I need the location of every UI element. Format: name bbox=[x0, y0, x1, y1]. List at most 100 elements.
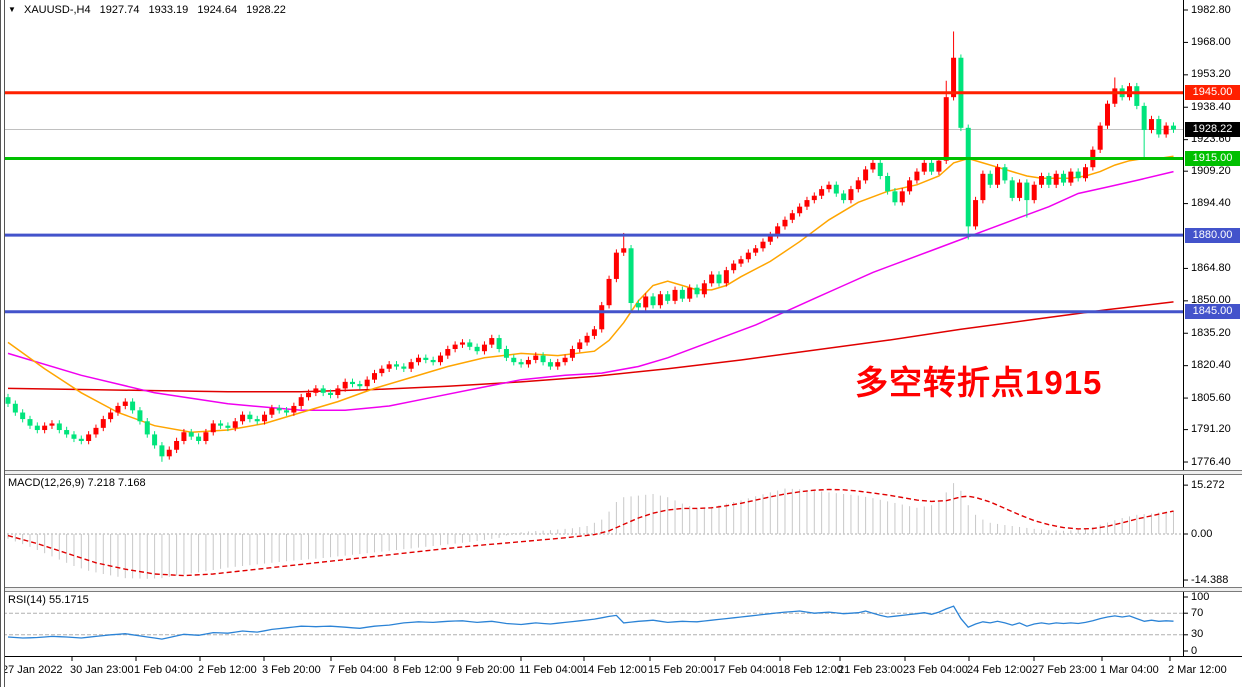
candle-body bbox=[635, 303, 641, 308]
candle-body bbox=[767, 235, 773, 242]
candle-body bbox=[1170, 125, 1176, 130]
ma-mid-line bbox=[7, 170, 1174, 412]
candle-body bbox=[965, 127, 971, 227]
candle-body bbox=[188, 432, 194, 437]
candle-body bbox=[855, 180, 861, 190]
candle-body bbox=[584, 335, 590, 343]
candle-body bbox=[232, 421, 238, 428]
symbol-dropdown-icon[interactable]: ▼ bbox=[8, 5, 16, 14]
candle-body bbox=[929, 162, 935, 172]
candle-body bbox=[240, 414, 246, 422]
candle-body bbox=[1112, 88, 1118, 104]
candle-body bbox=[437, 355, 443, 363]
candle-body bbox=[745, 252, 751, 260]
candle-body bbox=[306, 392, 312, 398]
candle-body bbox=[679, 289, 685, 299]
candle-body bbox=[489, 338, 495, 345]
candle-body bbox=[547, 362, 553, 367]
candle-body bbox=[93, 427, 99, 435]
candle-body bbox=[701, 283, 707, 295]
candle-body bbox=[753, 248, 759, 253]
ohlc-high: 1933.19 bbox=[148, 4, 189, 16]
candle-body bbox=[320, 388, 326, 393]
candle-body bbox=[276, 408, 282, 411]
candle-body bbox=[174, 440, 180, 450]
candle-body bbox=[628, 248, 634, 304]
candle-body bbox=[657, 294, 663, 306]
candle-body bbox=[789, 213, 795, 220]
candle-body bbox=[569, 349, 575, 358]
candle-body bbox=[1105, 103, 1110, 126]
candle-body bbox=[393, 364, 399, 367]
candle-body bbox=[613, 252, 619, 279]
panel-splitter-macd[interactable] bbox=[0, 470, 1242, 475]
candle-body bbox=[591, 329, 597, 336]
candle-body bbox=[841, 193, 847, 201]
candle-body bbox=[951, 57, 957, 98]
candle-body bbox=[445, 349, 451, 356]
candle-body bbox=[782, 219, 788, 227]
candle-body bbox=[350, 381, 356, 385]
candle-body bbox=[218, 423, 224, 426]
candle-body bbox=[459, 342, 465, 345]
candle-body bbox=[995, 167, 1001, 185]
rsi-line bbox=[7, 605, 1174, 640]
candle-body bbox=[115, 405, 121, 413]
candle-body bbox=[481, 344, 487, 352]
candle-body bbox=[423, 357, 429, 360]
candle-body bbox=[1046, 176, 1052, 185]
candle-body bbox=[826, 184, 832, 190]
candle-body bbox=[401, 366, 407, 369]
candle-body bbox=[687, 287, 693, 299]
macd-indicator-label: MACD(12,26,9) 7.218 7.168 bbox=[8, 477, 146, 489]
candle-body bbox=[247, 414, 253, 420]
candle-body bbox=[870, 162, 876, 170]
candle-body bbox=[1097, 125, 1103, 150]
candle-body bbox=[540, 355, 546, 363]
candle-body bbox=[555, 362, 561, 367]
candle-body bbox=[1061, 173, 1067, 183]
candle-body bbox=[943, 97, 949, 161]
candle-body bbox=[144, 421, 150, 435]
candle-body bbox=[166, 449, 172, 457]
candle-body bbox=[1075, 171, 1081, 179]
candle-body bbox=[298, 397, 304, 406]
candle-body bbox=[100, 419, 106, 428]
candle-body bbox=[269, 408, 275, 415]
candle-body bbox=[577, 342, 583, 350]
candle-body bbox=[665, 294, 671, 301]
candle-body bbox=[27, 419, 33, 426]
candle-body bbox=[863, 169, 869, 181]
candle-body bbox=[760, 241, 766, 249]
candle-body bbox=[833, 184, 839, 194]
panel-splitter-rsi[interactable] bbox=[0, 587, 1242, 592]
candle-body bbox=[1002, 167, 1008, 181]
candle-body bbox=[738, 259, 744, 264]
candle-body bbox=[987, 173, 993, 185]
candle-body bbox=[430, 359, 436, 363]
candle-body bbox=[518, 362, 524, 365]
candle-body bbox=[1053, 173, 1059, 185]
candle-body bbox=[34, 425, 40, 431]
candle-body bbox=[1009, 180, 1015, 198]
candle-body bbox=[892, 191, 898, 203]
candle-body bbox=[1031, 184, 1037, 201]
ohlc-low: 1924.64 bbox=[197, 4, 238, 16]
candle-body bbox=[357, 384, 363, 387]
candle-body bbox=[78, 438, 84, 441]
candle-body bbox=[811, 195, 817, 201]
candle-body bbox=[606, 278, 612, 306]
candle-body bbox=[137, 410, 143, 422]
candle-body bbox=[914, 171, 920, 181]
candle-body bbox=[503, 349, 509, 358]
candle-body bbox=[731, 263, 737, 271]
candle-body bbox=[511, 357, 517, 363]
candle-body bbox=[452, 344, 458, 350]
candle-body bbox=[643, 296, 649, 308]
candle-body bbox=[819, 189, 825, 196]
candle-body bbox=[408, 362, 414, 369]
candle-body bbox=[181, 432, 187, 441]
candle-body bbox=[20, 412, 26, 420]
